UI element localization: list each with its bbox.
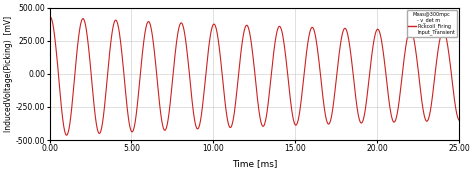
Legend: - v_det m, Pickcoil_Firing, Input_Transient: - v_det m, Pickcoil_Firing, Input_Transi… xyxy=(407,10,456,36)
Y-axis label: InducedVoltage(Picking)  [mV]: InducedVoltage(Picking) [mV] xyxy=(4,16,13,132)
X-axis label: Time [ms]: Time [ms] xyxy=(232,159,277,168)
